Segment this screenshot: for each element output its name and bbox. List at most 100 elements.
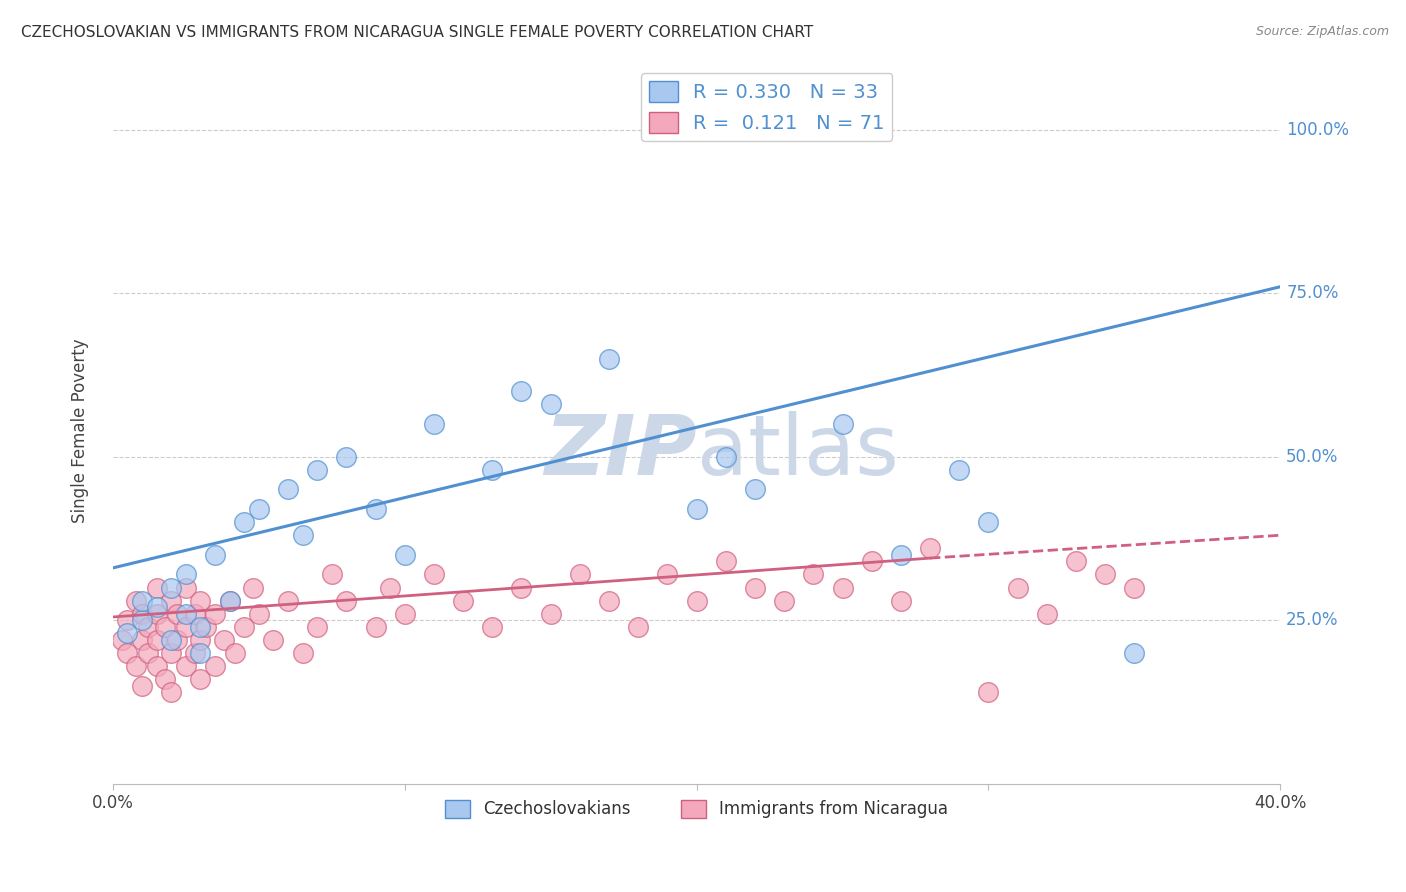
Point [131, 613, 153, 627]
Point [1036, 607, 1059, 621]
Point [190, 646, 212, 660]
Point [247, 502, 270, 516]
Point [307, 463, 329, 477]
Point [291, 646, 314, 660]
Text: atlas: atlas [696, 411, 898, 492]
Point [204, 548, 226, 562]
Point [685, 502, 707, 516]
Text: Source: ZipAtlas.com: Source: ZipAtlas.com [1256, 25, 1389, 38]
Text: CZECHOSLOVAKIAN VS IMMIGRANTS FROM NICARAGUA SINGLE FEMALE POVERTY CORRELATION C: CZECHOSLOVAKIAN VS IMMIGRANTS FROM NICAR… [21, 25, 813, 40]
Point [335, 593, 357, 607]
Point [160, 581, 183, 595]
Point [831, 581, 853, 595]
Point [145, 581, 167, 595]
Point [510, 384, 533, 399]
Point [136, 620, 159, 634]
Point [233, 620, 256, 634]
Point [890, 548, 912, 562]
Point [598, 351, 620, 366]
Point [1094, 567, 1116, 582]
Point [110, 632, 132, 647]
Point [160, 593, 183, 607]
Point [920, 541, 942, 556]
Y-axis label: Single Female Poverty: Single Female Poverty [72, 338, 89, 523]
Point [247, 607, 270, 621]
Point [685, 593, 707, 607]
Point [423, 417, 446, 431]
Point [1123, 581, 1146, 595]
Point [1064, 554, 1087, 568]
Point [481, 620, 503, 634]
Point [155, 620, 177, 634]
Point [190, 620, 212, 634]
Point [131, 593, 153, 607]
Point [117, 626, 139, 640]
Point [174, 659, 197, 673]
Text: ZIP: ZIP [544, 411, 696, 492]
Point [744, 483, 766, 497]
Point [627, 620, 650, 634]
Point [307, 620, 329, 634]
Point [948, 463, 970, 477]
Point [233, 515, 256, 529]
Point [242, 581, 264, 595]
Legend: Czechoslovakians, Immigrants from Nicaragua: Czechoslovakians, Immigrants from Nicara… [439, 793, 955, 825]
Point [890, 593, 912, 607]
Point [977, 685, 1000, 699]
Point [183, 646, 205, 660]
Point [860, 554, 883, 568]
Point [423, 567, 446, 582]
Point [540, 607, 562, 621]
Point [183, 607, 205, 621]
Point [598, 593, 620, 607]
Point [321, 567, 343, 582]
Point [174, 607, 197, 621]
Point [155, 672, 177, 686]
Point [145, 600, 167, 615]
Point [212, 632, 235, 647]
Point [131, 632, 153, 647]
Point [831, 417, 853, 431]
Point [174, 567, 197, 582]
Point [190, 632, 212, 647]
Point [1007, 581, 1029, 595]
Point [378, 581, 401, 595]
Text: 100.0%: 100.0% [1286, 120, 1350, 139]
Point [394, 548, 416, 562]
Point [145, 632, 167, 647]
Point [262, 632, 284, 647]
Point [204, 607, 226, 621]
Point [174, 620, 197, 634]
Point [744, 581, 766, 595]
Point [277, 483, 299, 497]
Point [125, 659, 148, 673]
Point [801, 567, 824, 582]
Point [131, 607, 153, 621]
Point [136, 646, 159, 660]
Point [977, 515, 1000, 529]
Point [568, 567, 591, 582]
Point [166, 632, 188, 647]
Point [204, 659, 226, 673]
Point [291, 528, 314, 542]
Point [540, 397, 562, 411]
Point [145, 607, 167, 621]
Point [117, 646, 139, 660]
Point [218, 593, 240, 607]
Point [364, 620, 387, 634]
Point [131, 679, 153, 693]
Point [145, 659, 167, 673]
Point [714, 450, 737, 464]
Point [166, 607, 188, 621]
Point [195, 620, 218, 634]
Point [510, 581, 533, 595]
Point [714, 554, 737, 568]
Point [117, 613, 139, 627]
Point [160, 632, 183, 647]
Point [224, 646, 246, 660]
Point [125, 593, 148, 607]
Point [160, 646, 183, 660]
Text: 75.0%: 75.0% [1286, 285, 1339, 302]
Point [218, 593, 240, 607]
Point [277, 593, 299, 607]
